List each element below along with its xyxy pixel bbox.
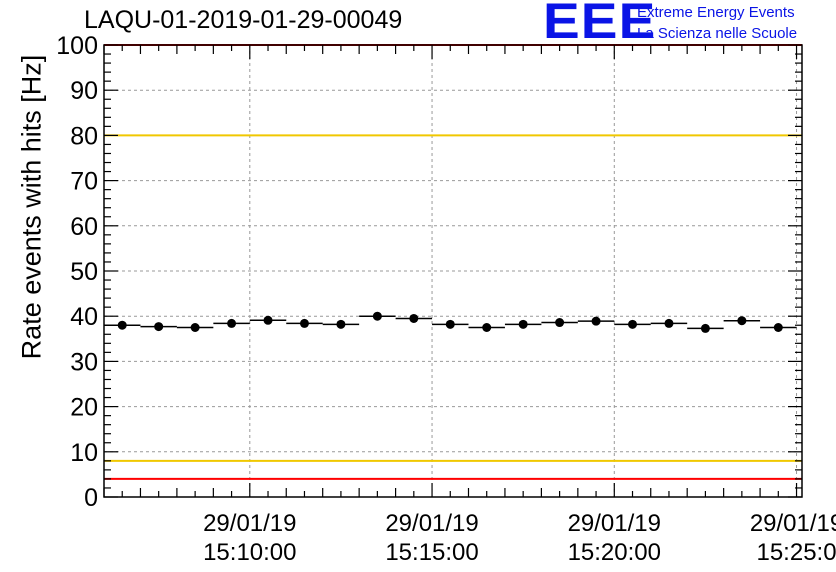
data-point: [737, 316, 747, 326]
logo-line-2: La Scienza nelle Scuole: [637, 25, 798, 42]
data-point: [263, 315, 273, 325]
data-point: [518, 319, 528, 329]
gridlines: [104, 45, 802, 497]
x-tick-label-time: 15:20:00: [568, 539, 661, 566]
data-series: [104, 311, 797, 333]
y-tick-label: 90: [70, 77, 98, 105]
data-point: [664, 318, 674, 328]
data-point: [700, 323, 710, 333]
y-tick-label: 100: [56, 32, 98, 60]
threshold-lines: [104, 44, 802, 480]
data-point: [591, 316, 601, 326]
x-tick-label-date: 29/01/19: [385, 510, 478, 537]
y-tick-label: 80: [70, 122, 98, 150]
data-point: [482, 323, 492, 332]
data-point: [299, 318, 309, 328]
y-tick-label: 0: [84, 484, 98, 512]
data-point: [628, 319, 638, 329]
axis-ticks: [103, 44, 802, 498]
y-axis-label: Rate events with hits [Hz]: [16, 54, 47, 360]
y-tick-label: 50: [70, 258, 98, 286]
x-tick-label-time: 15:25:0: [756, 539, 836, 566]
y-tick-label: 60: [70, 213, 98, 241]
logo-line-1: Extreme Energy Events: [637, 4, 795, 21]
x-tick-label-date: 29/01/19: [750, 510, 836, 537]
x-tick-label-time: 15:10:00: [203, 539, 296, 566]
y-tick-label: 10: [70, 439, 98, 467]
data-point: [190, 323, 200, 332]
data-point: [409, 313, 419, 323]
data-point: [117, 320, 127, 330]
data-point: [555, 318, 565, 328]
data-point: [445, 319, 455, 329]
data-point: [773, 323, 783, 332]
y-tick-label: 70: [70, 168, 98, 196]
y-tick-label: 30: [70, 348, 98, 376]
data-point: [227, 318, 237, 328]
y-tick-label: 20: [70, 394, 98, 422]
tick-labels: 010203040506070809010029/01/1915:10:0029…: [56, 32, 836, 566]
eee-logo: EEE: [543, 0, 657, 49]
data-point: [372, 311, 382, 321]
x-tick-label-date: 29/01/19: [203, 510, 296, 537]
chart-title: LAQU-01-2019-01-29-00049: [84, 6, 403, 34]
y-tick-label: 40: [70, 303, 98, 331]
data-point: [336, 319, 346, 329]
data-point: [154, 322, 164, 332]
x-tick-label-time: 15:15:00: [385, 539, 478, 566]
x-tick-label-date: 29/01/19: [568, 510, 661, 537]
